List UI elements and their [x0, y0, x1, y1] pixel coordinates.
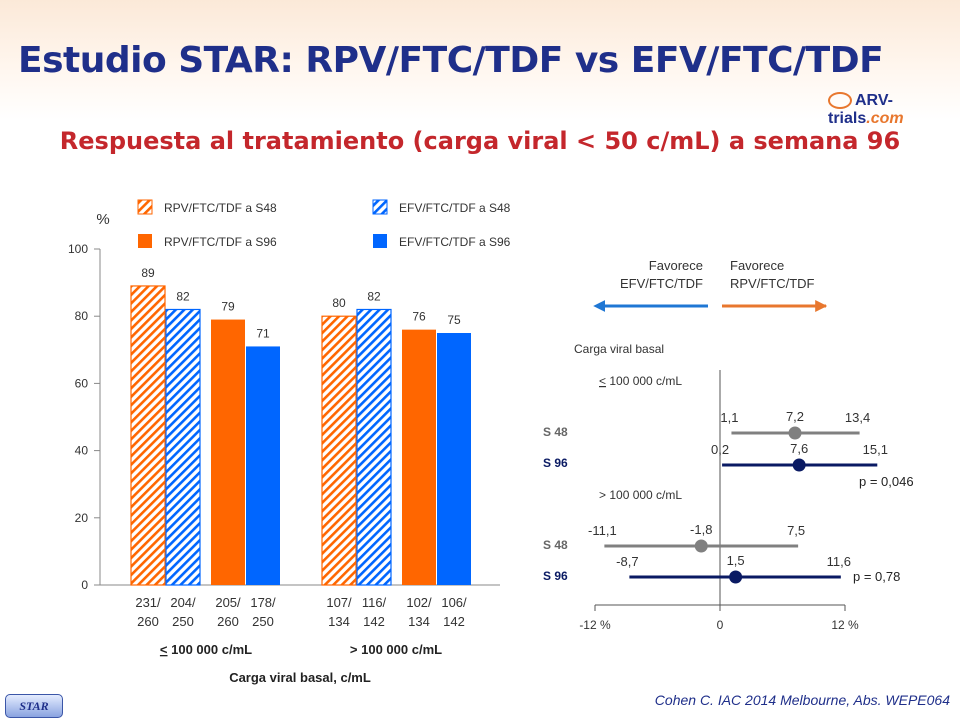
bar-n-label: 116/: [362, 595, 387, 610]
bar: [437, 333, 471, 585]
forest-estimate-label: 1,5: [727, 553, 745, 568]
bar-y-tick-label: 40: [75, 444, 89, 458]
bar-n-label: 178/: [250, 595, 276, 610]
forest-x-tick-label: -12 %: [579, 618, 611, 632]
bar-value-label: 80: [332, 296, 346, 310]
bar-total-label: 134: [328, 614, 350, 629]
bar-x-axis-label: Carga viral basal, c/mL: [229, 670, 371, 685]
bar: [211, 319, 245, 585]
legend-label: EFV/FTC/TDF a S48: [399, 201, 511, 215]
favors-left-label: EFV/FTC/TDF: [620, 276, 703, 291]
forest-upper-label: 15,1: [863, 442, 888, 457]
bar-n-label: 204/: [170, 595, 196, 610]
bar-value-label: 75: [447, 313, 461, 327]
bar-value-label: 76: [412, 310, 426, 324]
forest-estimate-point: [792, 458, 806, 472]
forest-x-tick-label: 0: [717, 618, 724, 632]
bar-total-label: 260: [137, 614, 159, 629]
bar-total-label: 142: [443, 614, 465, 629]
legend-swatch: [138, 234, 152, 248]
forest-upper-label: 11,6: [827, 554, 851, 569]
bar-n-label: 106/: [441, 595, 467, 610]
favors-right-label: RPV/FTC/TDF: [730, 276, 815, 291]
legend-swatch: [137, 199, 153, 215]
bar-value-label: 71: [256, 326, 270, 340]
bar: [402, 329, 436, 585]
bar-n-label: 107/: [326, 595, 352, 610]
legend-swatch: [372, 199, 388, 215]
forest-lower-label: 0,2: [711, 442, 729, 457]
bar-group-label: < 100 000 c/mL: [160, 642, 252, 657]
bar-y-tick-label: 60: [75, 376, 89, 390]
bar-y-tick-label: 100: [68, 242, 88, 256]
legend-label: RPV/FTC/TDF a S48: [164, 201, 277, 215]
forest-p-value: p = 0,78: [853, 569, 900, 584]
bar: [356, 308, 392, 586]
forest-p-value: p = 0,046: [859, 474, 914, 489]
bar: [165, 308, 201, 586]
favors-left-label: Favorece: [649, 258, 703, 273]
bar-value-label: 79: [221, 300, 235, 314]
bar-y-tick-label: 80: [75, 309, 89, 323]
arv-trials-logo: ARV-trials.com: [828, 92, 960, 128]
bar-total-label: 260: [217, 614, 239, 629]
forest-estimate-point: [729, 570, 743, 584]
forest-week-label: S 96: [543, 456, 568, 470]
bar-total-label: 142: [363, 614, 385, 629]
forest-lower-label: -11,1: [588, 523, 617, 538]
bar-value-label: 82: [367, 289, 381, 303]
forest-upper-label: 7,5: [787, 523, 805, 538]
bar-total-label: 250: [172, 614, 194, 629]
logo-suffix: .com: [866, 110, 904, 127]
bar: [130, 285, 166, 586]
forest-week-label: S 96: [543, 569, 568, 583]
forest-subgroup-label: < 100 000 c/mL: [599, 374, 682, 388]
legend-label: RPV/FTC/TDF a S96: [164, 235, 277, 249]
bar-y-axis-label: %: [96, 211, 109, 228]
study-badge: STAR: [5, 694, 63, 718]
legend-label: EFV/FTC/TDF a S96: [399, 235, 511, 249]
bar-value-label: 89: [141, 266, 155, 280]
bar-y-tick-label: 0: [81, 578, 88, 592]
favors-right-label: Favorece: [730, 258, 784, 273]
chart-subtitle: Respuesta al tratamiento (carga viral < …: [59, 127, 901, 155]
forest-week-label: S 48: [543, 538, 568, 552]
bar-total-label: 134: [408, 614, 430, 629]
bar-n-label: 102/: [406, 595, 432, 610]
forest-estimate-point: [694, 539, 708, 553]
forest-lower-label: 1,1: [720, 410, 738, 425]
bar-total-label: 250: [252, 614, 274, 629]
forest-x-tick-label: 12 %: [831, 618, 859, 632]
header-background: [0, 0, 960, 120]
forest-estimate-label: -1,8: [690, 522, 712, 537]
forest-week-label: S 48: [543, 425, 568, 439]
bar: [246, 346, 280, 585]
bar-y-tick-label: 20: [75, 511, 89, 525]
citation: Cohen C. IAC 2014 Melbourne, Abs. WEPE06…: [654, 692, 950, 708]
forest-estimate-label: 7,2: [786, 409, 804, 424]
bar-n-label: 231/: [135, 595, 161, 610]
logo-brand: ARV-trials: [828, 92, 893, 127]
forest-lower-label: -8,7: [616, 554, 638, 569]
legend-swatch: [373, 234, 387, 248]
page-title: Estudio STAR: RPV/FTC/TDF vs EFV/FTC/TDF: [18, 40, 884, 81]
forest-upper-label: 13,4: [845, 410, 870, 425]
bar-value-label: 82: [176, 289, 190, 303]
bar-n-label: 205/: [215, 595, 241, 610]
forest-subgroup-label: > 100 000 c/mL: [599, 488, 682, 502]
forest-estimate-point: [788, 426, 802, 440]
forest-header: Carga viral basal: [574, 342, 664, 356]
bar-group-label: > 100 000 c/mL: [350, 642, 442, 657]
forest-estimate-label: 7,6: [790, 441, 808, 456]
logo-icon: [828, 92, 852, 110]
bar: [321, 315, 357, 586]
